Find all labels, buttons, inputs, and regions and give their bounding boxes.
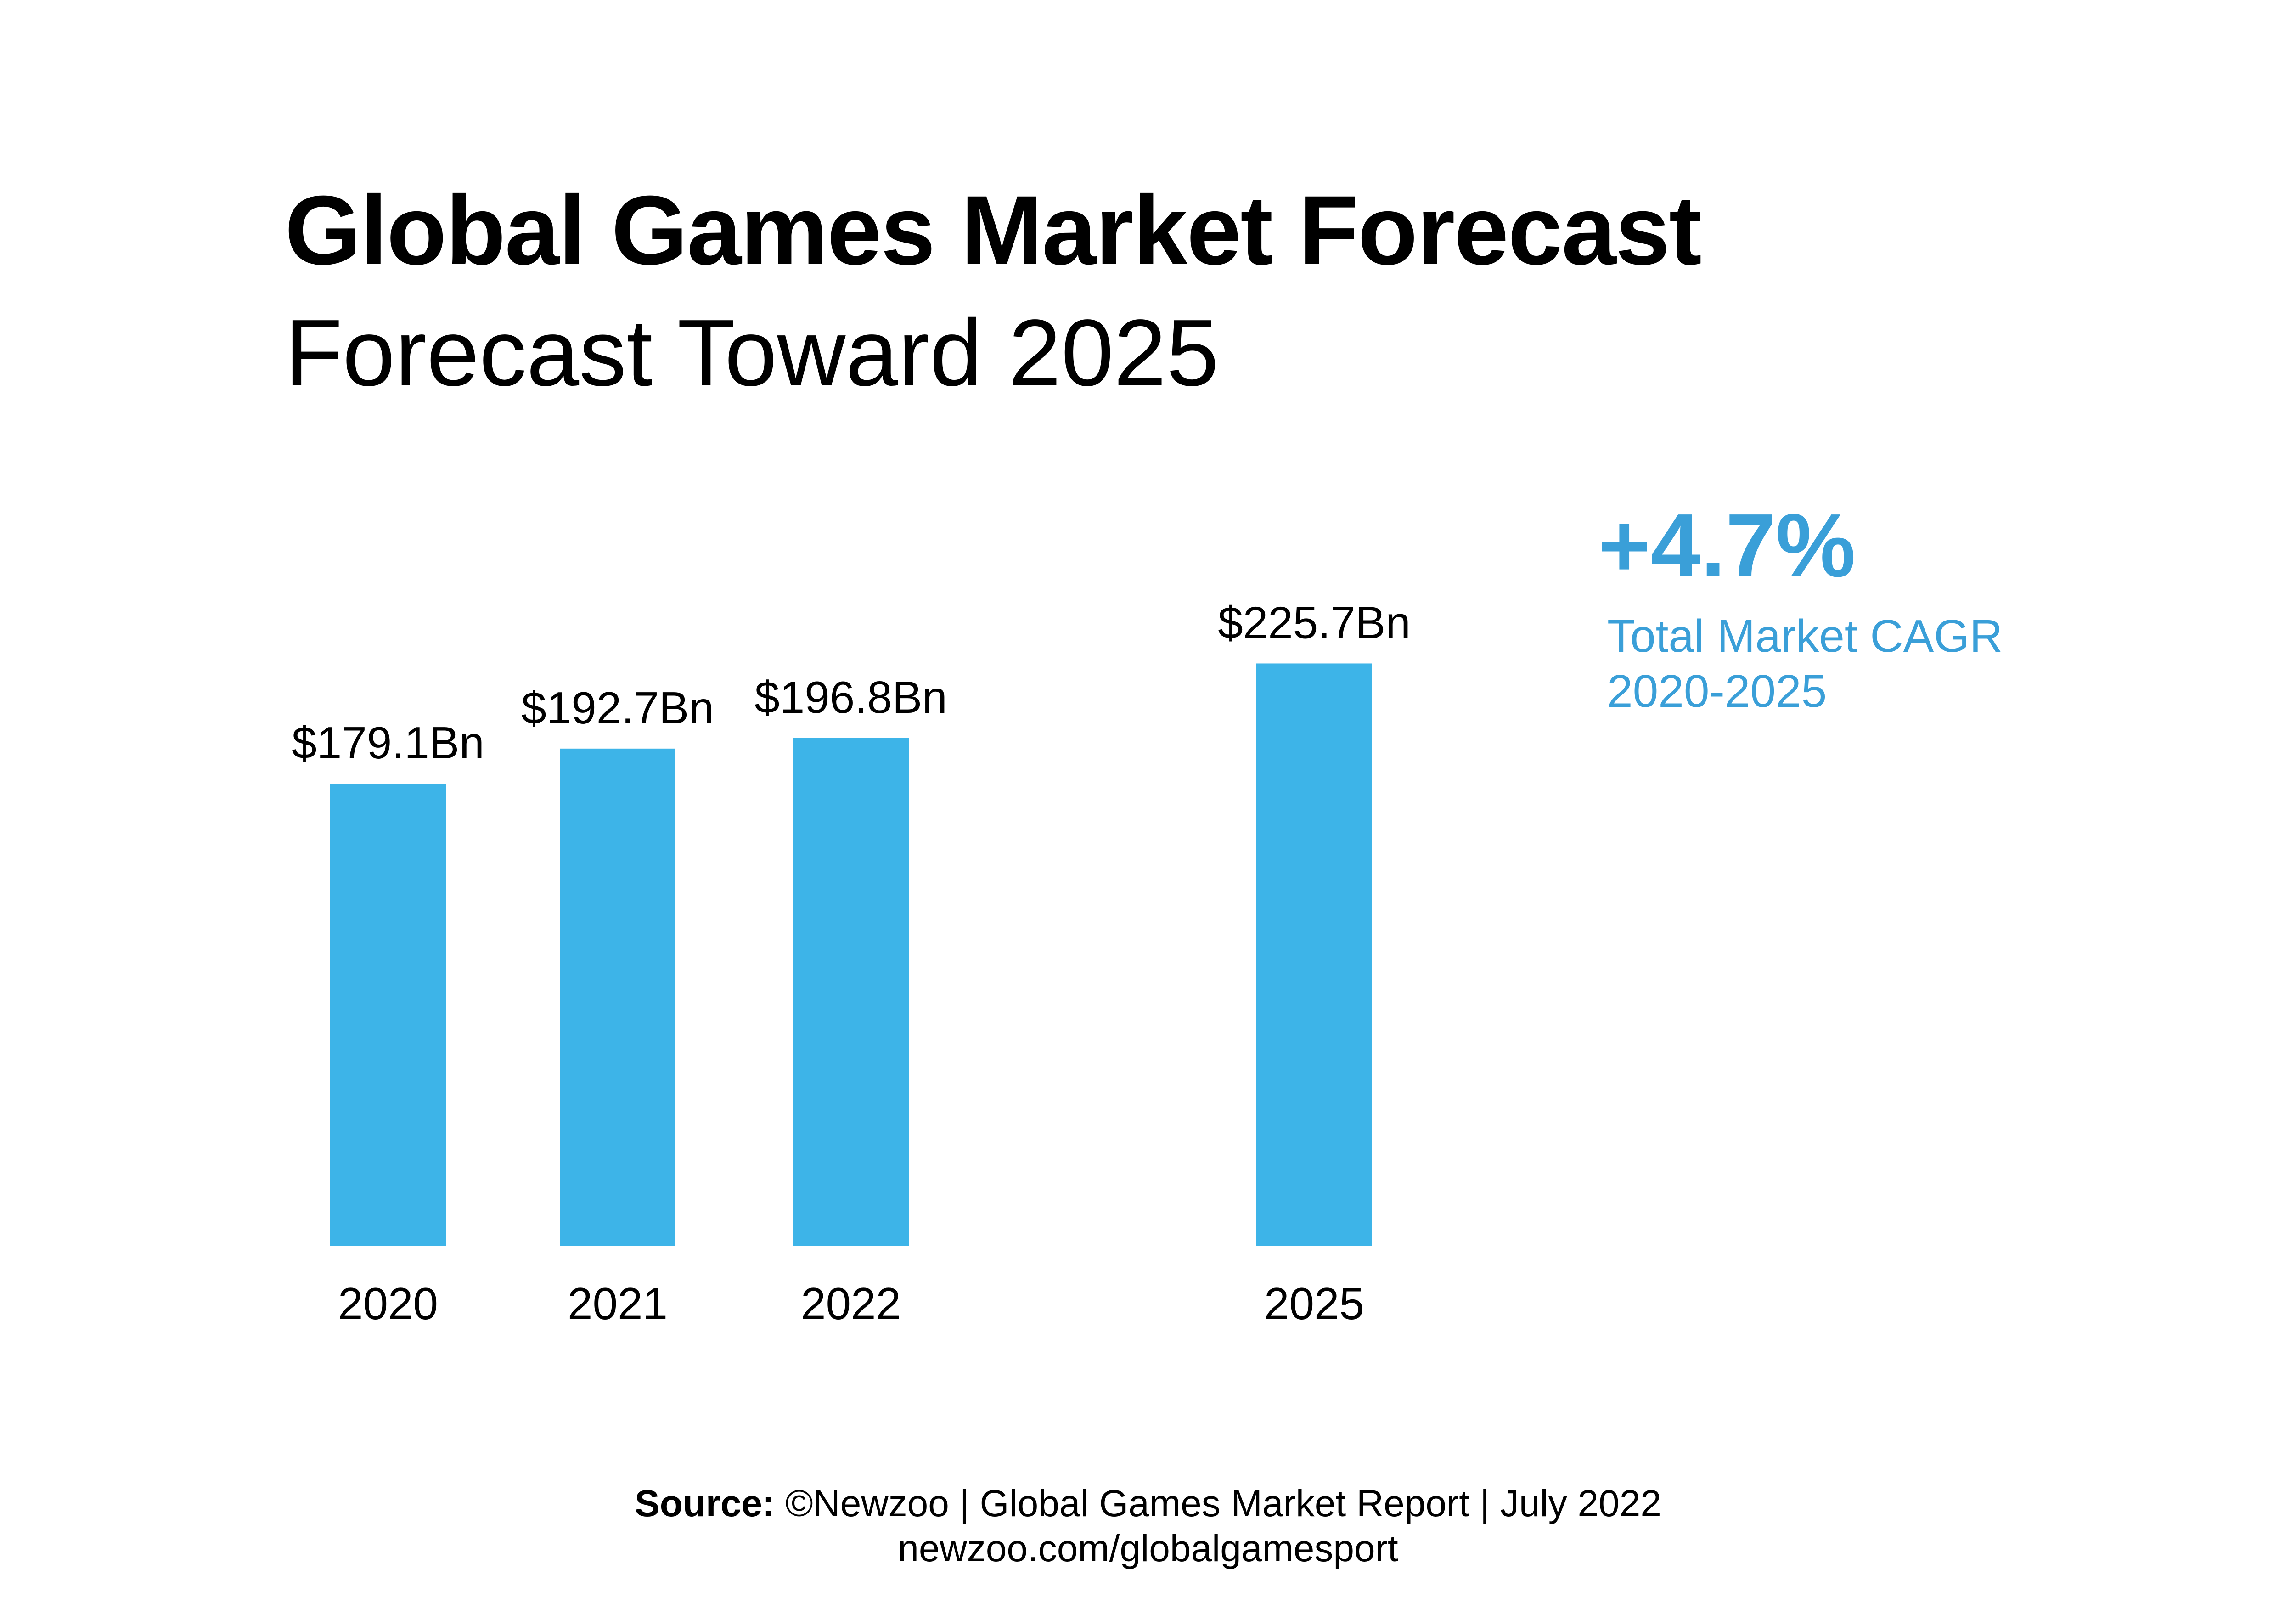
x-tick-label-2020: 2020 (338, 1278, 438, 1329)
bar-2022 (793, 738, 909, 1246)
source-note: Source: ©Newzoo | Global Games Market Re… (0, 1481, 2296, 1572)
data-label-2020: $179.1Bn (292, 717, 484, 768)
source-text: ©Newzoo | Global Games Market Report | J… (785, 1483, 1661, 1524)
data-label-2022: $196.8Bn (754, 672, 947, 723)
chart-title: Global Games Market Forecast (285, 175, 1702, 285)
cagr-value: +4.7% (1598, 495, 1856, 596)
source-line: Source: ©Newzoo | Global Games Market Re… (0, 1481, 2296, 1526)
x-tick-label-2021: 2021 (568, 1278, 668, 1329)
chart-subtitle: Forecast Toward 2025 (285, 300, 1219, 406)
cagr-label-line1: Total Market CAGR (1607, 610, 2003, 662)
x-tick-label-2022: 2022 (801, 1278, 901, 1329)
bar-2021 (560, 748, 675, 1246)
bar-2025 (1256, 663, 1372, 1246)
cagr-label-line2: 2020-2025 (1607, 666, 1827, 717)
source-url: newzoo.com/globalgamesport (898, 1528, 1398, 1570)
source-prefix: Source: (635, 1483, 775, 1524)
x-tick-label-2025: 2025 (1264, 1278, 1364, 1329)
data-label-2021: $192.7Bn (521, 683, 714, 733)
data-label-2025: $225.7Bn (1218, 597, 1411, 648)
bar-2020 (330, 784, 446, 1246)
cagr-label: Total Market CAGR 2020-2025 (1607, 609, 2003, 719)
